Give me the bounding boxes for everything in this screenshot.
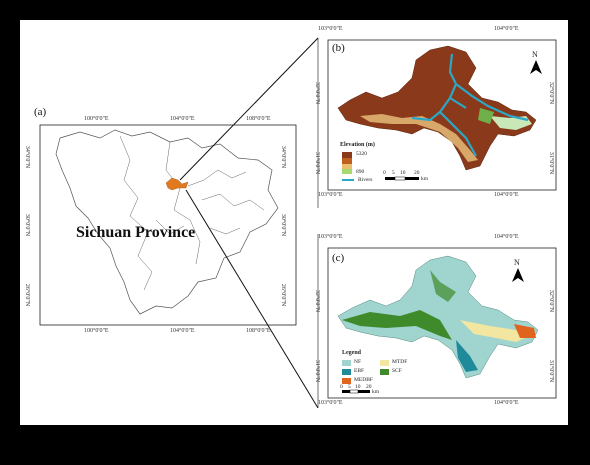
c-legend-scf: SCF: [392, 368, 402, 374]
vegetation-area: [337, 255, 539, 379]
sichuan-outline: [55, 129, 279, 315]
c-scale-5: 5: [348, 384, 351, 390]
c-lat-right-2: 31°0'0"N: [548, 359, 555, 383]
c-bottom-lon-2: 104°0'0"E: [494, 400, 519, 406]
a-top-lon-3: 108°0'0"E: [246, 116, 271, 122]
c-scale-unit: km: [372, 389, 380, 395]
b-scale-0: 0: [383, 170, 386, 176]
c-swatch-mtdf: [380, 360, 389, 366]
a-bottom-lon-3: 108°0'0"E: [246, 328, 271, 334]
a-top-lon-1: 100°0'0"E: [84, 116, 109, 122]
a-lat-right-3: 26°0'0"N: [280, 283, 287, 307]
figure-panel: (a) 100°0'0"E 104°0'0"E 108°0'0"E 100°0'…: [20, 20, 568, 425]
figure-graphics: [39, 37, 557, 409]
c-legend-nf: NF: [354, 359, 362, 365]
b-lat-right-1: 32°0'0"N: [548, 81, 555, 105]
c-top-lon-1: 103°0'0"E: [318, 234, 343, 240]
river-network: [411, 53, 529, 157]
b-scale-10: 10: [400, 170, 406, 176]
map-c-frame: [327, 247, 557, 399]
connector-bottom: [185, 189, 319, 409]
c-swatch-scf: [380, 369, 389, 375]
c-lat-1: 32°0'0"N: [314, 289, 321, 313]
a-bottom-lon-2: 104°0'0"E: [170, 328, 195, 334]
a-lat-right-2: 30°0'0"N: [280, 213, 287, 237]
c-legend-mtdf: MTDF: [392, 359, 408, 365]
c-lat-right-1: 32°0'0"N: [548, 289, 555, 313]
b-rivers-label: Rivers: [358, 177, 373, 183]
c-scale-20: 20: [366, 384, 372, 390]
map-a-frame: [39, 124, 297, 326]
b-bottom-lon-2: 104°0'0"E: [494, 192, 519, 198]
b-elev-max: 5320: [356, 151, 367, 157]
b-lat-2: 31°0'0"N: [314, 151, 321, 175]
b-scale-20: 20: [414, 170, 420, 176]
c-top-lon-2: 104°0'0"E: [494, 234, 519, 240]
a-lat-3: 26°0'0"N: [24, 283, 31, 307]
b-elev-min: 890: [356, 169, 365, 175]
b-legend-title: Elevation (m): [340, 142, 375, 148]
b-bottom-lon-1: 103°0'0"E: [318, 192, 343, 198]
a-lat-right-1: 34°0'0"N: [280, 145, 287, 169]
c-legend-medbf: MEDBF: [354, 377, 373, 383]
prefecture-boundaries: [119, 135, 265, 291]
b-scale-unit: km: [421, 176, 429, 182]
b-top-lon-2: 104°0'0"E: [494, 26, 519, 32]
b-north-label: N: [532, 50, 538, 59]
c-scale-0: 0: [340, 384, 343, 390]
c-bottom-lon-1: 103°0'0"E: [318, 400, 343, 406]
c-swatch-ebf: [342, 369, 351, 375]
c-scale-10: 10: [355, 384, 361, 390]
b-lat-1: 32°0'0"N: [314, 81, 321, 105]
a-top-lon-2: 104°0'0"E: [170, 116, 195, 122]
map-b-frame: [327, 39, 557, 191]
a-lat-1: 34°0'0"N: [24, 145, 31, 169]
panel-b-label: (b): [332, 42, 345, 54]
b-top-lon-1: 103°0'0"E: [318, 26, 343, 32]
c-lat-2: 31°0'0"N: [314, 359, 321, 383]
panel-a-label: (a): [34, 106, 47, 118]
c-legend-ebf: EBF: [354, 368, 365, 374]
c-north-label: N: [514, 258, 520, 267]
study-area-a: [165, 177, 189, 191]
elevation-area: [337, 45, 537, 171]
c-legend-title: Legend: [342, 350, 362, 356]
c-swatch-medbf: [342, 378, 351, 384]
a-lat-2: 30°0'0"N: [24, 213, 31, 237]
b-scale-5: 5: [392, 170, 395, 176]
c-swatch-nf: [342, 360, 351, 366]
b-lat-right-2: 31°0'0"N: [548, 151, 555, 175]
connector-top: [179, 37, 319, 181]
province-label: Sichuan Province: [76, 224, 196, 241]
panel-c-label: (c): [332, 252, 345, 264]
a-bottom-lon-1: 100°0'0"E: [84, 328, 109, 334]
